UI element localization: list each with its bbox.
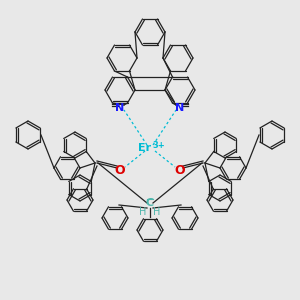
- Text: O: O: [115, 164, 125, 176]
- Text: O: O: [175, 164, 185, 176]
- Text: C: C: [146, 198, 154, 208]
- Text: H: H: [139, 207, 147, 217]
- Text: N: N: [176, 103, 184, 113]
- Text: H: H: [153, 207, 161, 217]
- Text: Er: Er: [138, 143, 152, 153]
- Text: 3+: 3+: [153, 140, 165, 149]
- Text: N: N: [116, 103, 124, 113]
